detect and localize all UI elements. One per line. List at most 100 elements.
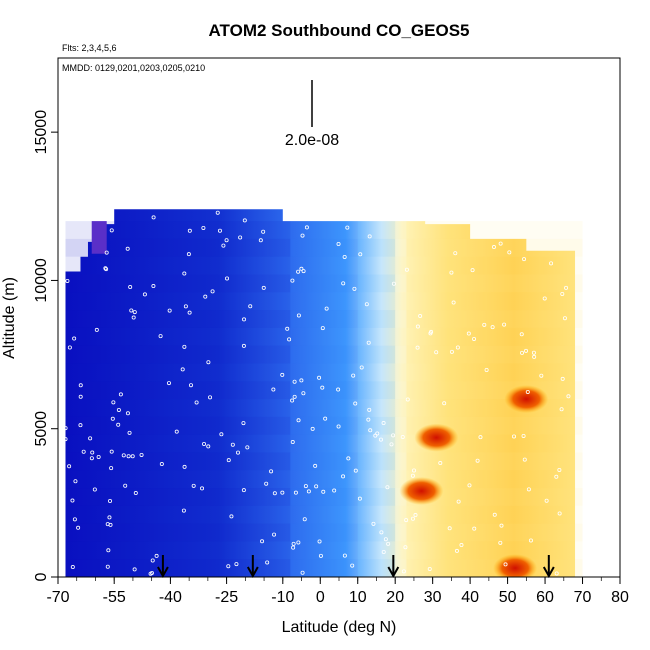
sample-point [206,444,211,449]
sample-point [351,373,356,378]
sample-point [560,376,565,381]
x-tick-label: -40 [159,589,182,606]
sample-point [341,281,346,286]
sample-point [63,426,68,431]
co-band-mid_high [406,541,583,560]
sample-point [522,457,527,462]
sample-point [186,252,191,257]
co-band-neutral [395,238,407,257]
sample-point [241,488,246,493]
co-band-neutral [395,399,407,417]
sample-point [564,285,569,290]
x-axis: -70 -55 -40 -25 -10 0 10 20 30 40 50 60 70 80 [46,577,629,606]
co-band-neutral [395,345,407,364]
sample-point [182,344,187,349]
sample-point [303,484,308,489]
sample-point [96,454,101,459]
sample-point [230,442,235,447]
flight-arrows [157,555,555,579]
co-band-neutral [395,434,407,453]
y-tick-label: 15000 [33,110,50,155]
sample-point [418,314,423,319]
sample-point [490,325,495,330]
sample-point [475,458,480,463]
sample-point [81,449,86,454]
x-tick-label: -70 [46,589,69,606]
sample-point [526,487,531,492]
sample-point [499,523,504,528]
co-band-mid [357,363,396,382]
co-band-low [65,559,291,577]
co-band-mid_high [406,363,583,382]
sample-point [217,228,222,233]
co-band-mid [357,470,396,489]
co-band-neutral [395,292,407,311]
sample-point [109,449,114,454]
sample-point [453,251,458,256]
co-band-mid [357,488,396,506]
sample-point [127,430,132,435]
co-hotspot [399,476,444,505]
sample-point [109,466,114,471]
sample-point [491,245,496,250]
sample-point [131,315,136,320]
sample-point [106,548,111,553]
co-band-mid_low [290,327,358,346]
sample-point [226,564,231,569]
sample-point [269,469,274,474]
sample-point [291,541,296,546]
sample-point [520,350,525,355]
sample-point [188,383,193,388]
sample-point [301,269,306,274]
sample-point [525,389,530,394]
sample-point [116,422,121,427]
co-band-low [65,363,291,382]
sample-point [109,228,114,233]
sample-point [225,276,230,281]
sample-point [183,304,188,309]
down-arrow-head [387,566,400,579]
sample-point [181,508,186,513]
sample-point [182,464,187,469]
sample-point [292,379,297,384]
sample-point [404,267,409,272]
sample-point [260,539,265,544]
sample-point [427,566,432,571]
co-band-neutral [395,274,407,293]
sample-point [381,550,386,555]
sample-point [503,562,508,567]
sample-point [258,238,263,243]
co-band-low [65,470,291,489]
sample-point [167,308,172,313]
sample-point [383,537,388,542]
sample-point [410,516,415,521]
sample-point [415,324,420,329]
co-field [65,209,583,577]
sample-point [358,252,363,257]
co-band-neutral [395,221,407,239]
sample-point [375,431,380,436]
sample-point [524,348,529,353]
co-field-area [65,209,576,577]
sample-point [302,517,307,522]
sample-point [400,435,405,440]
sample-point [353,468,358,473]
sample-point [248,304,253,309]
co-hotspots [399,385,549,577]
co-band-low [65,541,291,560]
sample-point [151,215,156,220]
sample-point [107,515,112,520]
sample-point [323,416,328,421]
co-band-mid [357,381,396,400]
x-tick-label: 70 [574,589,592,606]
sample-point [142,292,147,297]
sample-point [104,250,109,255]
sample-point [367,234,372,239]
sample-point [151,284,156,289]
sample-point [484,367,489,372]
sample-point [221,243,226,248]
x-tick-label: 60 [536,589,554,606]
sample-point [290,398,295,403]
sample-point [332,488,337,493]
y-tick-label: 5000 [33,411,50,447]
